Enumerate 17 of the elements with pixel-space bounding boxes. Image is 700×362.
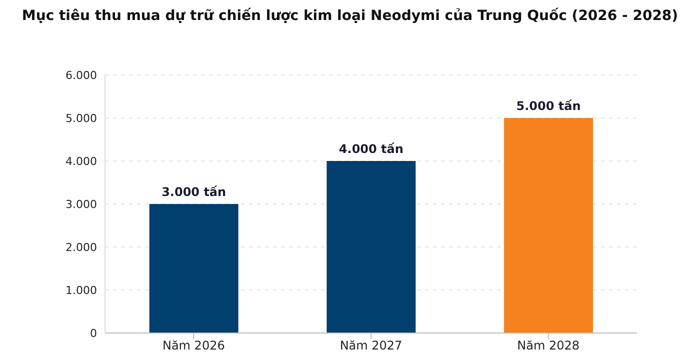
data-label: 3.000 tấn <box>162 185 226 199</box>
bar <box>504 118 593 333</box>
chart-title: Mục tiêu thu mua dự trữ chiến lược kim loại Neodymi của Trung Quốc (2026 - 2028) <box>20 8 680 24</box>
y-tick-label: 0 <box>90 326 97 340</box>
data-label: 5.000 tấn <box>516 99 581 113</box>
y-tick-label: 4.000 <box>66 154 97 168</box>
y-tick-label: 6.000 <box>66 68 97 82</box>
x-tick-label: Năm 2027 <box>340 338 402 353</box>
x-tick-label: Năm 2028 <box>517 338 580 353</box>
bar <box>326 161 416 333</box>
y-tick-label: 3.000 <box>66 198 97 211</box>
data-label: 4.000 tấn <box>338 142 404 156</box>
x-tick-label: Năm 2026 <box>162 338 225 353</box>
y-tick-label: 5.000 <box>66 112 97 125</box>
bar <box>149 204 238 333</box>
y-tick-label: 1.000 <box>66 284 97 297</box>
y-tick-label: 2.000 <box>66 240 97 254</box>
